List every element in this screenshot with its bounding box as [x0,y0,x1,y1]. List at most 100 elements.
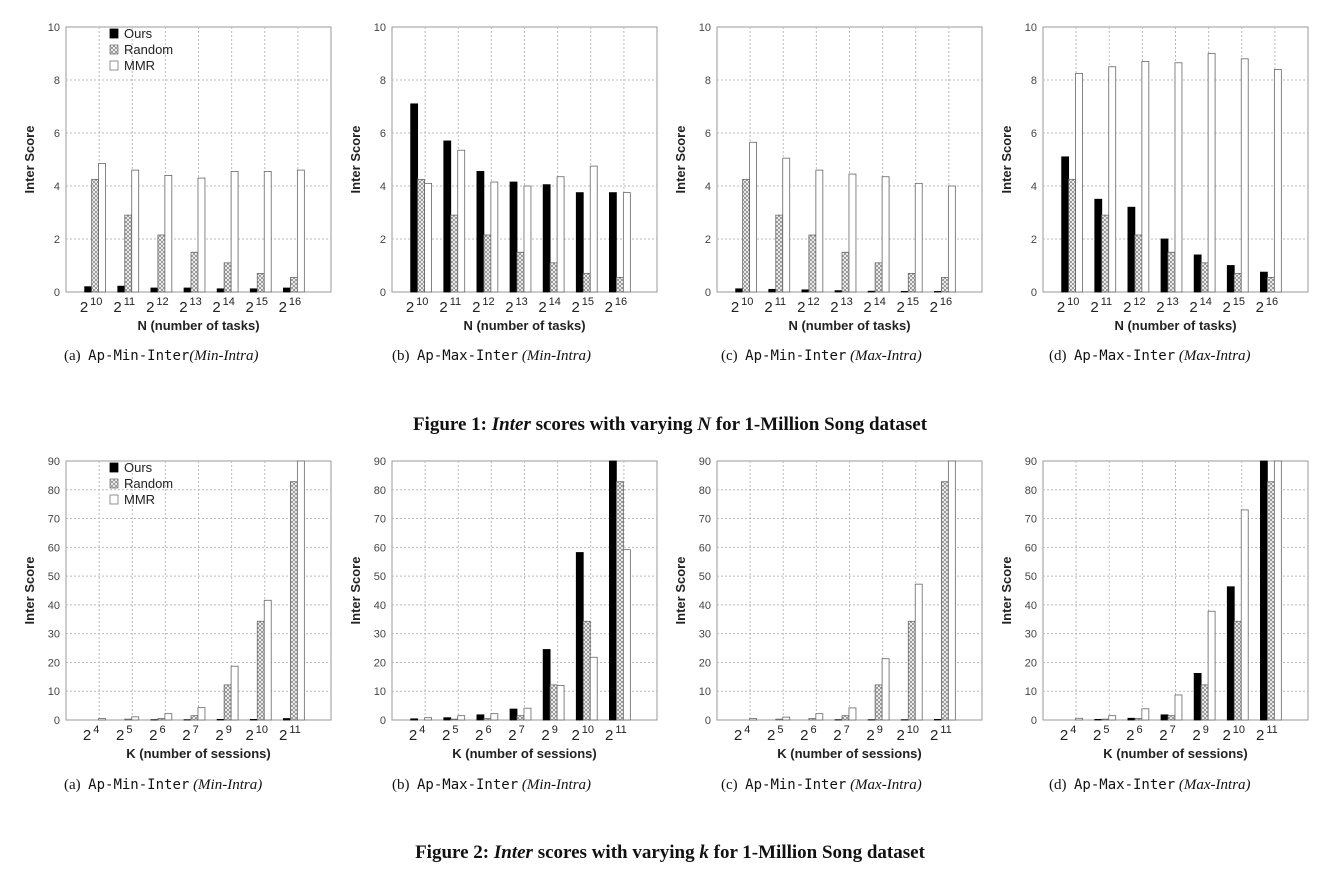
legend-swatch [109,462,119,473]
legend-swatch [109,28,119,39]
y-tick-label: 60 [1025,542,1037,554]
x-tick-label: 2 13 [1156,296,1179,316]
bar-mmr [164,713,173,721]
bar-random [417,178,426,293]
bar-mmr [523,707,532,721]
y-tick-label: 30 [699,629,711,641]
chart-1: 0 2 4 6 8 10 2 10 2 11 2 12 2 13 2 14 2 15 2 16 N (number of… [10,14,335,344]
bar-mmr [1240,58,1249,293]
bar-ours [509,708,518,721]
bar-random [907,620,916,721]
bar-mmr [296,169,305,293]
x-tick-label: 2 10 [731,296,754,316]
bar-ours [1127,717,1136,721]
y-tick-label: 0 [1031,715,1037,727]
y-tick-label: 2 [380,234,386,246]
bar-ours [609,460,617,721]
bar-ours [1127,206,1136,293]
bar-random [483,718,492,721]
bar-ours [609,192,617,293]
y-tick-label: 80 [1025,485,1037,497]
y-tick-label: 10 [1025,686,1037,698]
x-tick-label: 2 13 [505,296,528,316]
y-axis-label: Inter Score [673,557,688,625]
bar-random [289,277,298,293]
y-tick-label: 80 [699,485,711,497]
legend-swatch [109,478,119,489]
bar-random [289,481,298,721]
x-tick-label: 2 15 [571,296,594,316]
legend-swatch [109,494,119,505]
x-tick-label: 2 10 [1057,296,1080,316]
bar-ours [1193,254,1202,293]
bar-random [808,718,817,721]
y-tick-label: 20 [699,657,711,669]
bar-ours [1226,586,1235,721]
y-tick-label: 10 [374,686,386,698]
bar-mmr [230,171,239,293]
bar-mmr [197,177,206,293]
bar-ours [834,290,843,293]
bar-ours [410,718,419,721]
y-tick-label: 8 [1031,75,1037,87]
bar-mmr [1174,62,1183,293]
chart-caption: (d) Ap-Max-Inter (Max-Intra) [1049,777,1251,793]
x-tick-label: 2 10 [571,724,594,744]
legend-swatch [109,60,119,71]
y-tick-label: 10 [48,22,60,34]
bar-mmr [490,181,499,293]
bar-random [1167,251,1176,293]
bar-mmr [131,716,140,721]
y-tick-label: 8 [380,75,386,87]
bar-mmr [881,658,890,721]
chart-caption: (b) Ap-Max-Inter (Min-Intra) [392,777,592,793]
y-tick-label: 20 [48,657,60,669]
x-tick-label: 2 13 [179,296,202,316]
bar-ours [249,719,258,721]
bar-ours [1193,672,1202,721]
bar-ours [1160,238,1169,293]
bar-random [450,718,459,721]
bar-mmr [749,718,757,721]
y-axis-label: Inter Score [673,126,688,194]
bar-ours [84,286,93,293]
y-tick-label: 50 [48,571,60,583]
bar-ours [443,717,452,721]
bar-mmr [1240,509,1249,721]
bar-ours [249,288,258,293]
y-tick-label: 30 [374,629,386,641]
bar-ours [476,714,485,721]
y-tick-label: 0 [54,287,60,299]
y-tick-label: 90 [699,456,711,468]
bar-random [940,481,949,721]
y-tick-label: 70 [374,514,386,526]
bar-random [582,273,591,293]
y-tick-label: 0 [705,287,711,299]
legend-label: MMR [124,58,155,73]
chart-caption: (c) Ap-Min-Inter (Max-Intra) [721,777,922,793]
y-tick-label: 8 [54,75,60,87]
y-tick-label: 6 [380,128,386,140]
chart-5: 0 10 20 30 40 50 60 70 80 90 2 4 2 5 2 6 2 7 2 9 2 10 2 11 K (nu… [10,448,335,768]
x-axis-label: N (number of tasks) [788,318,910,333]
bar-mmr [457,149,466,293]
bar-random [223,684,232,721]
bar-random [1167,715,1176,721]
y-tick-label: 10 [699,22,711,34]
bar-random [582,620,591,721]
bar-random [450,214,459,293]
x-tick-label: 2 10 [245,724,268,744]
bar-random [907,273,916,293]
y-tick-label: 6 [705,128,711,140]
x-tick-label: 2 11 [279,724,301,744]
y-axis-label: Inter Score [999,557,1014,625]
y-tick-label: 20 [1025,657,1037,669]
bar-ours [934,719,942,721]
